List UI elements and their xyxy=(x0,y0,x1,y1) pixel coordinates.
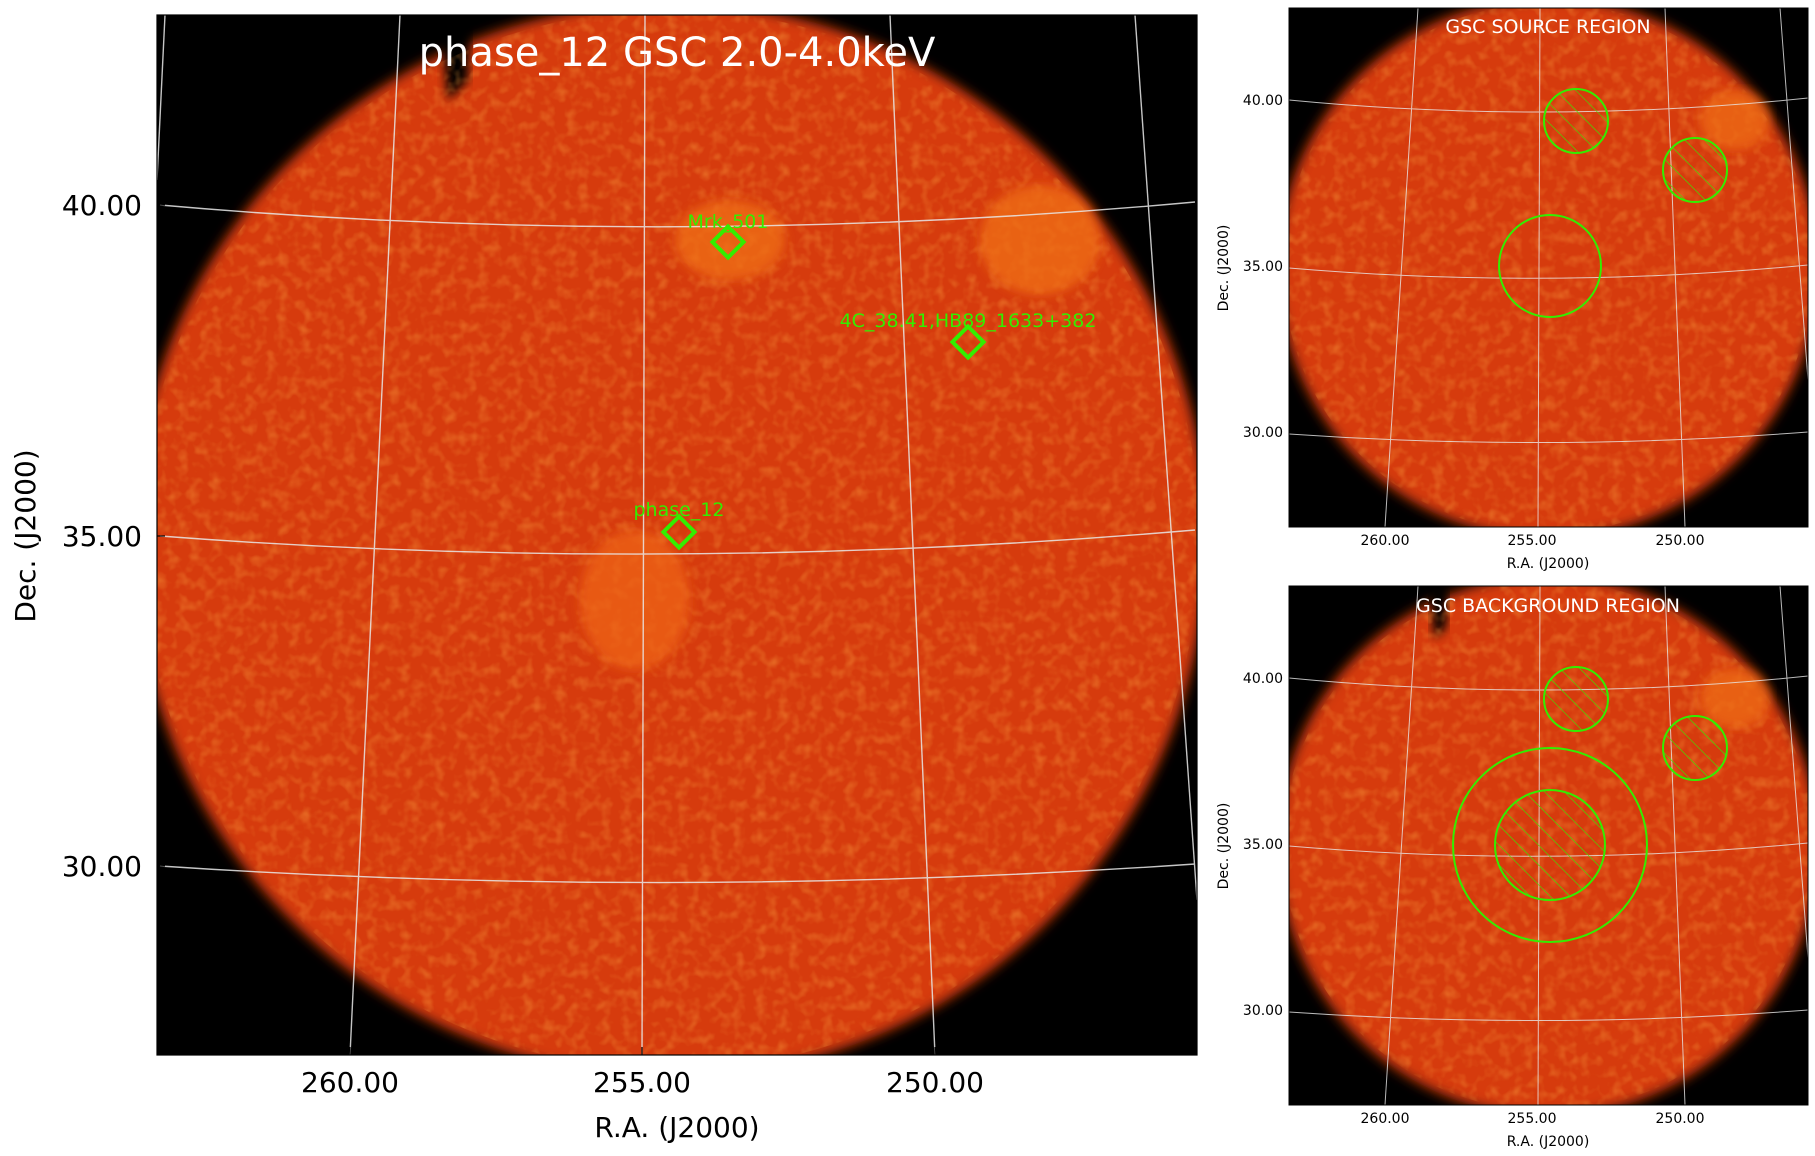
source-panel-image xyxy=(1289,8,1808,527)
main-title: phase_12 GSC 2.0-4.0keV xyxy=(419,30,936,76)
background-y-tick-40: 40.00 xyxy=(1243,671,1283,687)
main-x-axis-label: R.A. (J2000) xyxy=(594,1111,759,1144)
source-y-tick-30: 30.00 xyxy=(1243,425,1283,441)
background-x-axis-label: R.A. (J2000) xyxy=(1507,1134,1590,1150)
main-x-tick-260: 260.00 xyxy=(301,1066,399,1099)
background-y-tick-30: 30.00 xyxy=(1243,1003,1283,1019)
main-tick-marks xyxy=(157,204,936,1055)
main-frame xyxy=(156,14,1198,1056)
source-x-axis-label: R.A. (J2000) xyxy=(1507,556,1590,572)
source-y-axis-label: Dec. (J2000) xyxy=(1216,225,1232,312)
background-y-tick-35: 35.00 xyxy=(1243,837,1283,853)
background-y-axis-label: Dec. (J2000) xyxy=(1216,803,1232,890)
background-x-tick-255: 255.00 xyxy=(1508,1111,1557,1127)
source-x-tick-255: 255.00 xyxy=(1508,533,1557,549)
main-coordinate-grid xyxy=(157,15,1197,1055)
source-x-tick-260: 260.00 xyxy=(1361,533,1410,549)
source-label-phase12: phase_12 xyxy=(633,499,724,521)
main-sky-image xyxy=(157,15,1197,1055)
background-panel-frame xyxy=(1288,585,1809,1106)
main-x-tick-255: 255.00 xyxy=(593,1066,691,1099)
background-x-tick-250: 250.00 xyxy=(1656,1111,1705,1127)
source-label-4c3841: 4C_38.41,HB89_1633+382 xyxy=(840,310,1097,332)
main-y-axis-label: Dec. (J2000) xyxy=(9,449,42,622)
main-sky-noise xyxy=(157,15,1197,1055)
main-x-tick-250: 250.00 xyxy=(886,1066,984,1099)
source-marker-mrk501: Mrk_501 xyxy=(688,211,769,261)
source-y-tick-35: 35.00 xyxy=(1243,259,1283,275)
main-y-tick-35: 35.00 xyxy=(62,520,142,553)
background-panel-title: GSC BACKGROUND REGION xyxy=(1416,595,1680,617)
background-x-tick-260: 260.00 xyxy=(1361,1111,1410,1127)
source-panel-title: GSC SOURCE REGION xyxy=(1445,16,1650,38)
main-y-tick-40: 40.00 xyxy=(62,189,142,222)
source-y-tick-40: 40.00 xyxy=(1243,93,1283,109)
source-label-mrk501: Mrk_501 xyxy=(688,211,769,233)
source-region-circles xyxy=(1498,88,1728,318)
main-y-tick-30: 30.00 xyxy=(62,850,142,883)
source-panel-frame xyxy=(1288,7,1809,528)
source-x-tick-250: 250.00 xyxy=(1656,533,1705,549)
source-marker-4c3841: 4C_38.41,HB89_1633+382 xyxy=(840,310,1097,361)
background-region-circles xyxy=(1452,666,1728,943)
source-marker-phase12: phase_12 xyxy=(633,499,725,551)
